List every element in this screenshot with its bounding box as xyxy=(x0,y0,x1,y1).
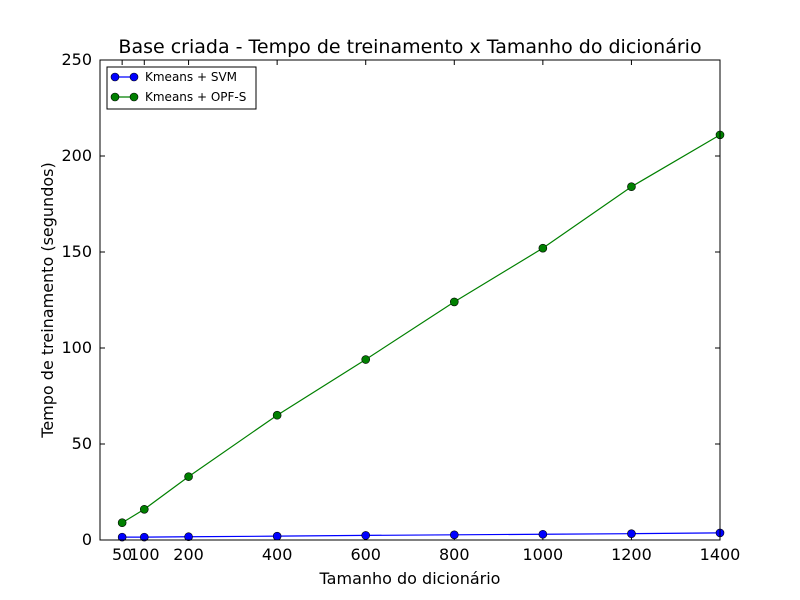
y-tick-label: 100 xyxy=(61,338,92,357)
data-point xyxy=(272,531,282,541)
data-point xyxy=(449,297,459,307)
data-point xyxy=(538,529,548,539)
x-tick-label: 50 xyxy=(112,545,132,564)
legend-label: Kmeans + OPF-S xyxy=(145,90,246,104)
x-tick-label: 1000 xyxy=(522,545,563,564)
chart-title: Base criada - Tempo de treinamento x Tam… xyxy=(118,36,701,58)
legend-label: Kmeans + SVM xyxy=(145,70,237,84)
legend: Kmeans + SVM Kmeans + OPF-S xyxy=(106,66,257,110)
legend-marker xyxy=(110,92,120,102)
x-axis-label: Tamanho do dicionário xyxy=(319,569,501,588)
data-point xyxy=(184,532,193,542)
data-point xyxy=(627,182,636,192)
data-point xyxy=(538,243,548,253)
x-tick-label: 200 xyxy=(173,545,204,564)
legend-marker xyxy=(129,92,139,102)
x-tick-label: 100 xyxy=(129,545,160,564)
legend-box xyxy=(106,66,257,110)
x-tick-label: 600 xyxy=(350,545,381,564)
data-point xyxy=(272,410,282,420)
y-axis-label: Tempo de treinamento (segundos) xyxy=(38,162,57,438)
legend-marker xyxy=(110,72,120,82)
plot-frame xyxy=(99,59,721,541)
data-point xyxy=(184,472,193,481)
data-point xyxy=(117,518,127,528)
legend-marker xyxy=(129,72,139,82)
data-point xyxy=(449,530,459,540)
data-point xyxy=(361,355,371,364)
x-tick-label: 1400 xyxy=(700,545,741,564)
y-tick-label: 200 xyxy=(61,146,92,165)
y-tick-label: 50 xyxy=(72,434,92,453)
data-point xyxy=(139,532,149,542)
plot-area xyxy=(100,60,720,540)
data-point xyxy=(361,531,371,540)
y-tick-label: 150 xyxy=(61,242,92,261)
x-tick-label: 1200 xyxy=(611,545,652,564)
y-tick-label: 250 xyxy=(61,50,92,69)
data-point xyxy=(139,504,149,514)
x-tick-label: 800 xyxy=(439,545,470,564)
y-tick-label: 0 xyxy=(82,530,92,549)
data-point xyxy=(627,529,636,538)
x-tick-label: 400 xyxy=(262,545,293,564)
series-layer xyxy=(117,130,725,542)
data-point xyxy=(117,532,127,542)
